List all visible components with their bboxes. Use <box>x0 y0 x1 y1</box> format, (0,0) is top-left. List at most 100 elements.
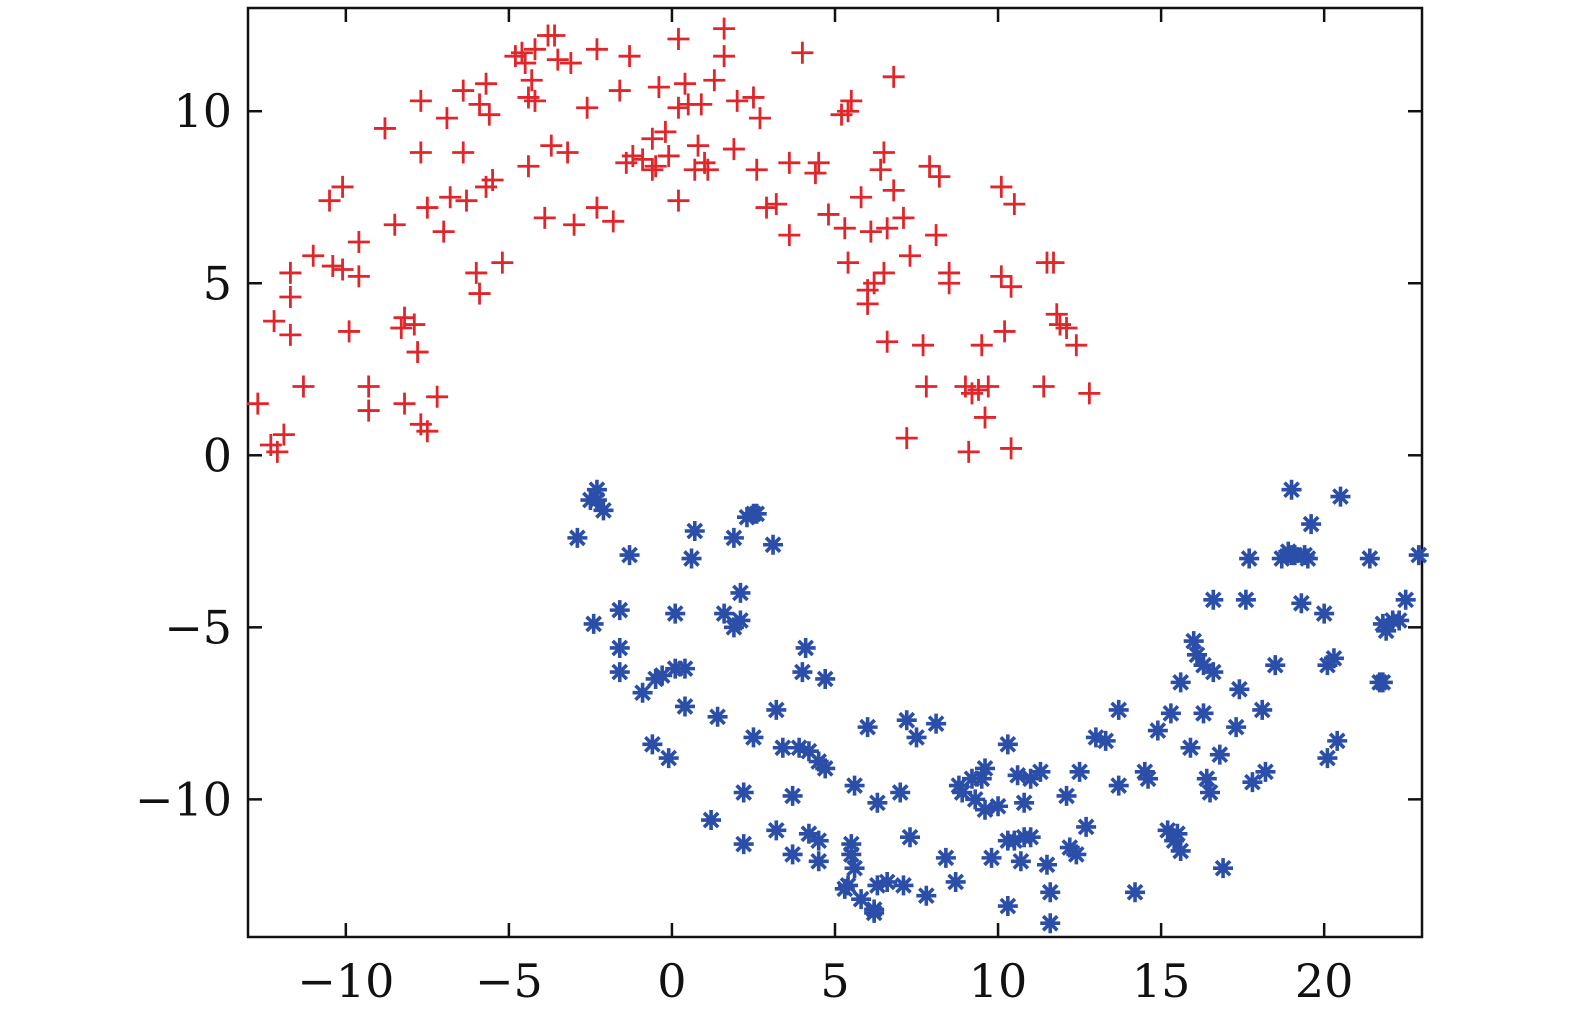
plus-marker <box>837 100 860 123</box>
plus-marker <box>347 230 370 253</box>
y-tick-label: −10 <box>135 772 232 826</box>
plus-marker <box>481 169 504 192</box>
asterisk-marker <box>1359 548 1380 569</box>
asterisk-marker <box>792 662 813 683</box>
x-tick-label: −5 <box>475 954 543 1008</box>
asterisk-marker <box>867 792 888 813</box>
plus-marker <box>673 72 696 95</box>
asterisk-marker <box>1395 589 1416 610</box>
series-1 <box>567 479 1429 934</box>
asterisk-marker <box>844 775 865 796</box>
asterisk-marker <box>733 782 754 803</box>
asterisk-marker <box>815 758 836 779</box>
plus-marker <box>523 38 546 61</box>
asterisk-marker <box>766 820 787 841</box>
plus-marker <box>491 251 514 274</box>
plus-marker <box>608 79 631 102</box>
asterisk-marker <box>841 834 862 855</box>
asterisk-marker <box>1203 589 1224 610</box>
plus-marker <box>621 144 644 167</box>
plus-marker <box>993 320 1016 343</box>
plus-marker <box>468 282 491 305</box>
asterisk-marker <box>808 851 829 872</box>
asterisk-marker <box>1157 820 1178 841</box>
plus-marker <box>641 158 664 181</box>
plus-marker <box>390 316 413 339</box>
x-tick-label: 0 <box>657 954 686 1008</box>
asterisk-marker <box>609 662 630 683</box>
plus-marker <box>745 158 768 181</box>
plus-marker <box>1042 251 1065 274</box>
asterisk-marker <box>1170 672 1191 693</box>
plus-marker <box>263 310 286 333</box>
plus-marker <box>713 17 736 40</box>
asterisk-marker <box>815 668 836 689</box>
asterisk-marker <box>586 490 607 511</box>
plus-marker <box>840 89 863 112</box>
asterisk-marker <box>681 548 702 569</box>
asterisk-marker <box>945 871 966 892</box>
asterisk-marker <box>935 847 956 868</box>
plus-marker <box>246 392 269 415</box>
asterisk-marker <box>890 782 911 803</box>
plus-marker <box>556 141 579 164</box>
plus-marker <box>272 423 295 446</box>
asterisk-marker <box>808 830 829 851</box>
asterisk-marker <box>1020 768 1041 789</box>
plus-marker <box>696 158 719 181</box>
plus-marker <box>318 189 341 212</box>
plus-marker <box>426 385 449 408</box>
asterisk-marker <box>642 734 663 755</box>
plus-marker <box>563 213 586 236</box>
asterisk-marker <box>746 503 767 524</box>
plus-marker <box>1000 275 1023 298</box>
plus-marker <box>876 217 899 240</box>
asterisk-marker <box>965 789 986 810</box>
plus-marker <box>475 72 498 95</box>
asterisk-marker <box>926 713 947 734</box>
asterisk-marker <box>1291 593 1312 614</box>
plus-marker <box>748 107 771 130</box>
asterisk-marker <box>893 875 914 896</box>
plus-marker <box>321 255 344 278</box>
x-tick-label: 20 <box>1295 954 1354 1008</box>
asterisk-marker <box>782 844 803 865</box>
plus-marker <box>510 41 533 64</box>
asterisk-marker <box>900 827 921 848</box>
asterisk-marker <box>730 610 751 631</box>
asterisk-marker <box>789 737 810 758</box>
plus-marker <box>279 323 302 346</box>
plus-marker <box>912 334 935 357</box>
plus-marker <box>523 89 546 112</box>
plus-marker <box>618 45 641 68</box>
asterisk-marker <box>645 668 666 689</box>
plus-marker <box>602 210 625 233</box>
plus-marker <box>1045 303 1068 326</box>
plus-marker <box>465 261 488 284</box>
asterisk-marker <box>1108 775 1129 796</box>
asterisk-marker <box>763 534 784 555</box>
plus-marker <box>533 206 556 229</box>
asterisk-marker <box>981 847 1002 868</box>
plus-marker <box>742 86 765 109</box>
asterisk-marker <box>1020 827 1041 848</box>
plus-marker <box>520 69 543 92</box>
plus-marker <box>837 251 860 274</box>
asterisk-marker <box>782 785 803 806</box>
plus-marker <box>928 165 951 188</box>
plus-marker <box>559 52 582 75</box>
plus-marker <box>872 261 895 284</box>
asterisk-marker <box>730 582 751 603</box>
asterisk-marker <box>1193 703 1214 724</box>
plus-marker <box>755 196 778 219</box>
asterisk-marker <box>798 823 819 844</box>
plus-marker <box>977 375 1000 398</box>
plus-marker <box>863 272 886 295</box>
asterisk-marker <box>1389 610 1410 631</box>
asterisk-marker <box>1030 761 1051 782</box>
plus-marker <box>667 27 690 50</box>
plus-marker <box>925 224 948 247</box>
asterisk-marker <box>838 875 859 896</box>
asterisk-marker <box>609 600 630 621</box>
asterisk-marker <box>632 682 653 703</box>
